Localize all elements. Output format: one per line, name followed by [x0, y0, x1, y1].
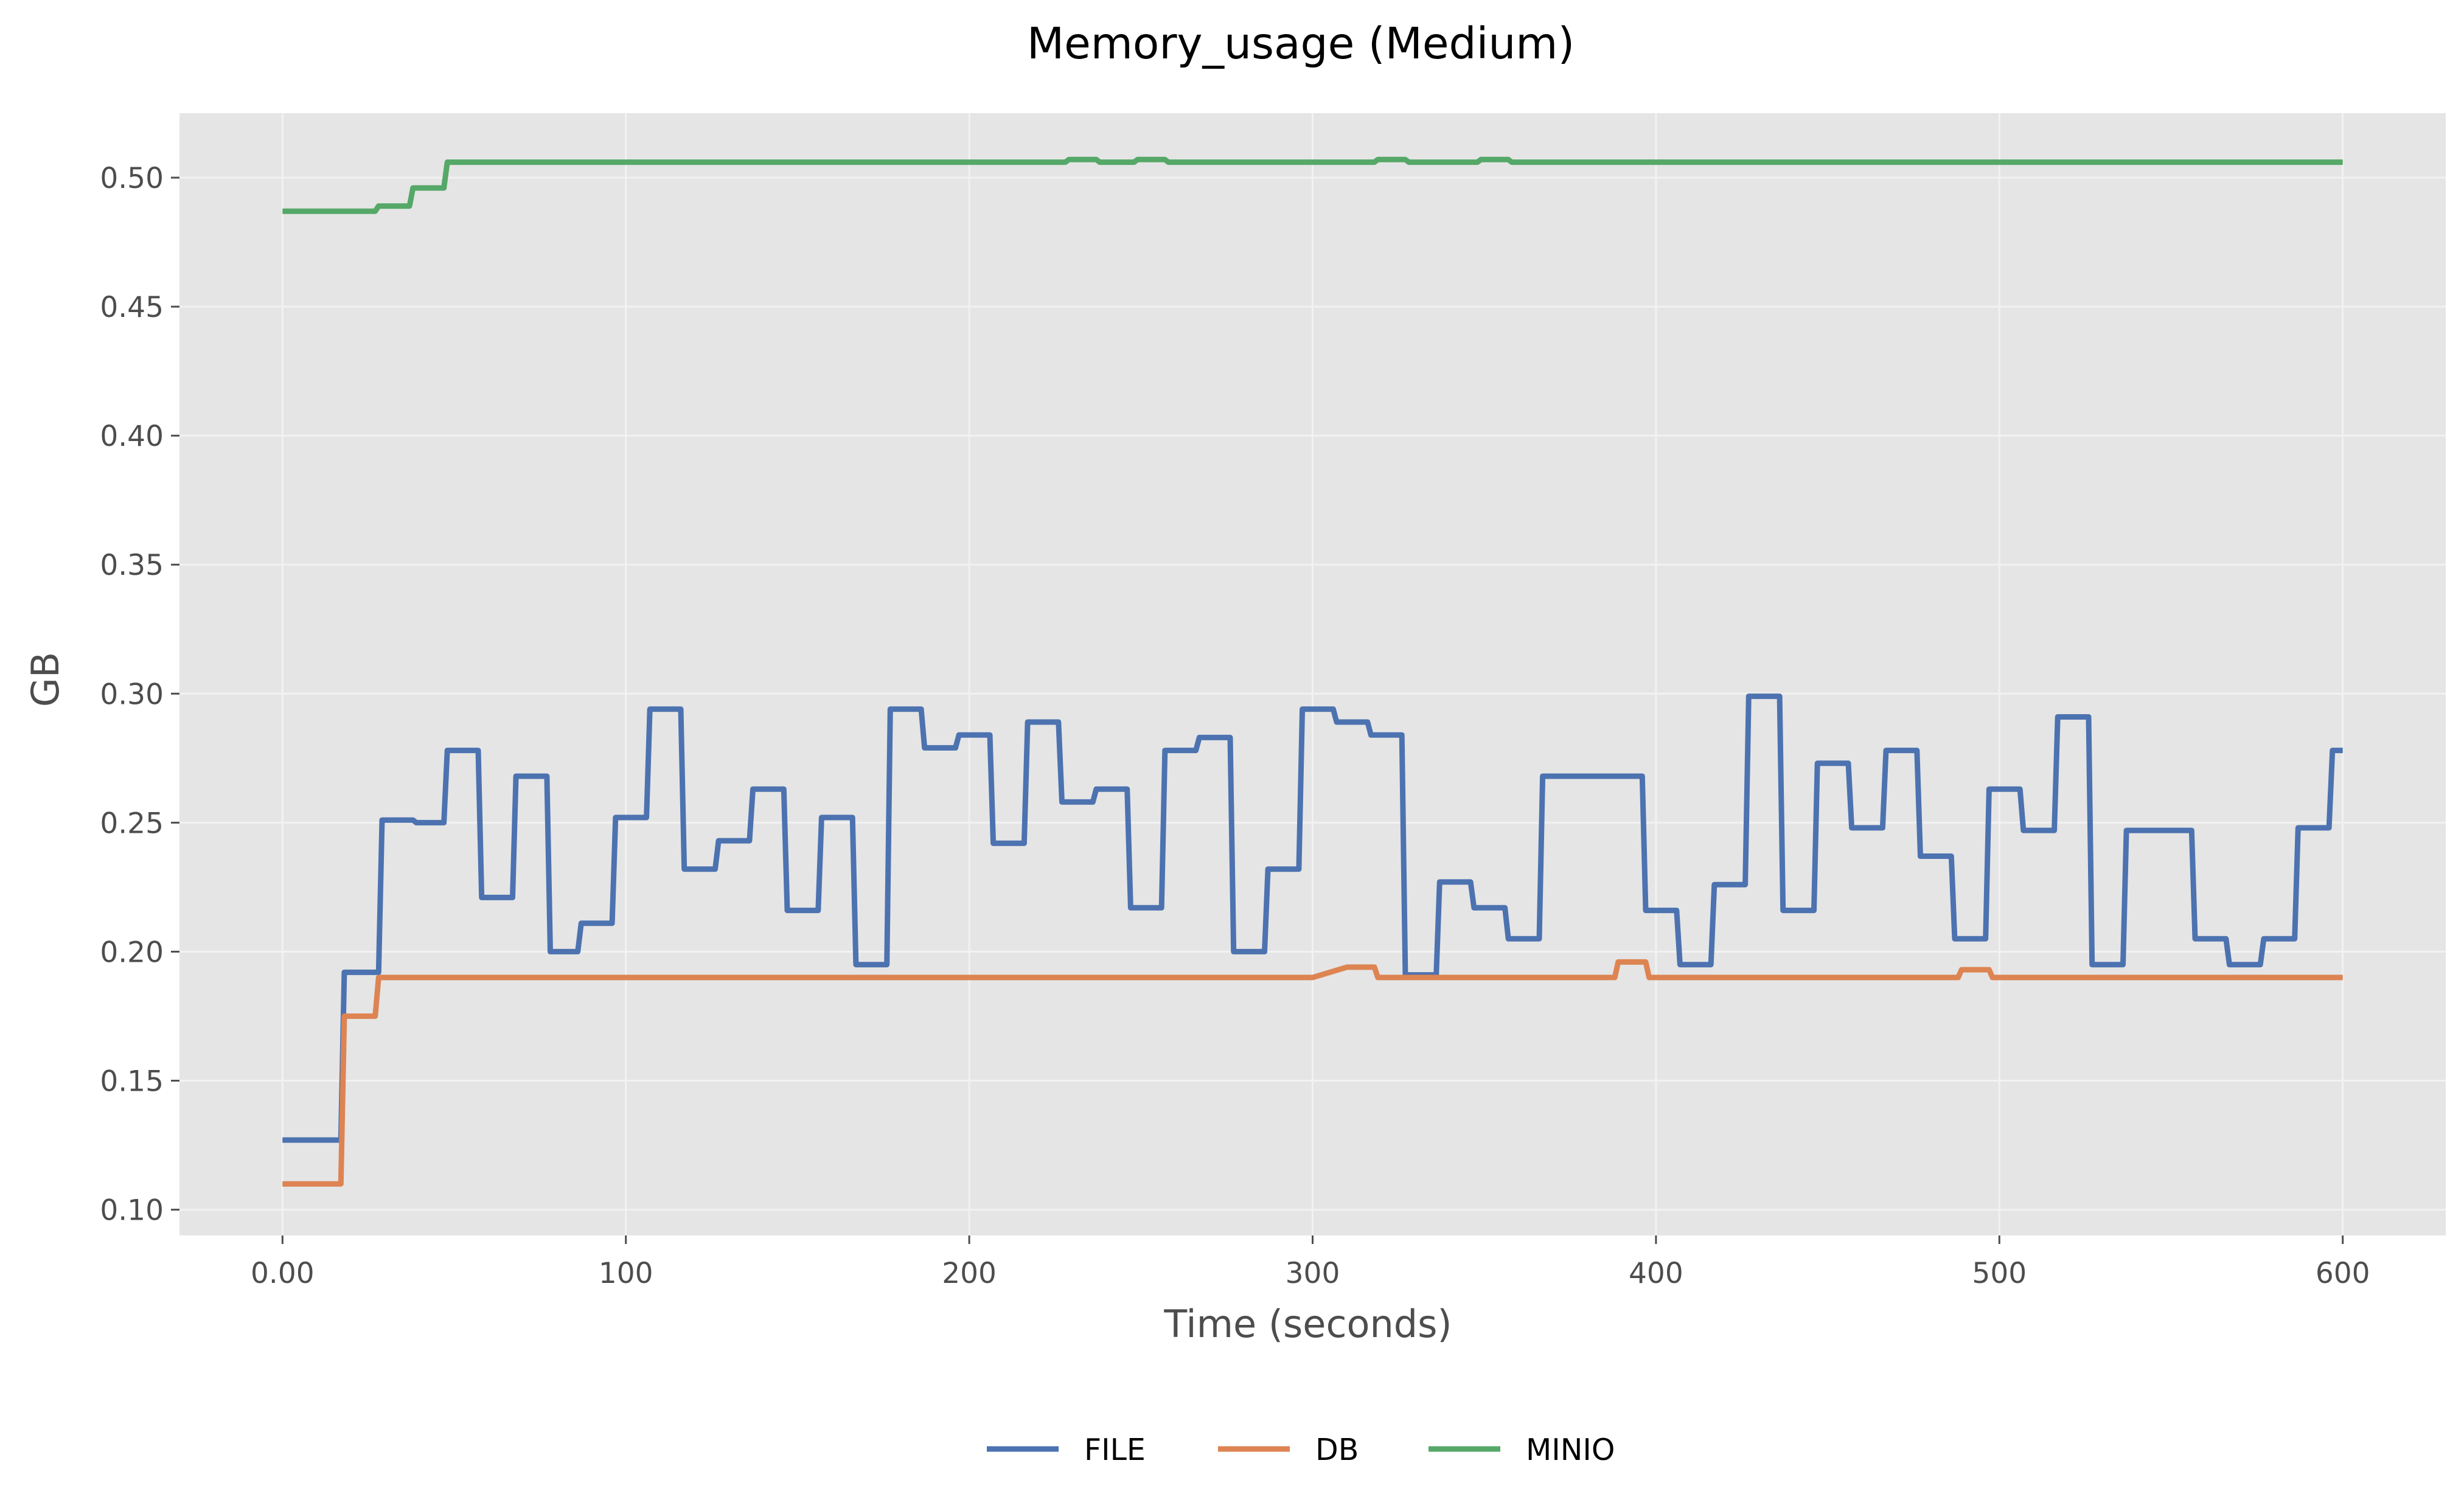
legend-label: FILE	[1084, 1433, 1146, 1467]
legend: FILE DB MINIO	[987, 1433, 1615, 1467]
y-tick-label: 0.50	[100, 162, 164, 195]
series-line-db	[282, 959, 2343, 1187]
y-tick-label: 0.40	[100, 420, 164, 453]
x-tick-label: 500	[1972, 1257, 2027, 1290]
y-axis-label: GB	[23, 652, 68, 707]
x-tick-label: 0.00	[251, 1257, 315, 1290]
x-tick-label: 400	[1629, 1257, 1683, 1290]
y-tick-label: 0.20	[100, 936, 164, 969]
legend-item-file: FILE	[987, 1433, 1146, 1467]
y-tick-label: 0.25	[100, 807, 164, 840]
legend-item-minio: MINIO	[1429, 1433, 1615, 1467]
series-lines	[282, 156, 2343, 1187]
series-line-minio	[282, 156, 2343, 214]
x-tick-label: 200	[942, 1257, 997, 1290]
y-tick-label: 0.45	[100, 291, 164, 324]
series-line-file	[282, 693, 2343, 1143]
grid-lines	[179, 113, 2446, 1235]
y-tick-label: 0.30	[100, 678, 164, 711]
x-tick-label: 300	[1286, 1257, 1340, 1290]
legend-item-db: DB	[1218, 1433, 1359, 1467]
y-tick-label: 0.15	[100, 1065, 164, 1099]
legend-label: DB	[1315, 1433, 1359, 1467]
chart-title: Memory_usage (Medium)	[1027, 18, 1575, 69]
x-tick-label: 600	[2316, 1257, 2370, 1290]
x-axis-label: Time (seconds)	[1163, 1302, 1452, 1346]
y-tick-label: 0.10	[100, 1194, 164, 1228]
y-tick-label: 0.35	[100, 549, 164, 582]
axis-ticks: 0.00 100 200 300 400 500 600 0.10 0.15 0.20 0.25 0.…	[100, 162, 2370, 1290]
legend-label: MINIO	[1526, 1433, 1615, 1467]
x-tick-label: 100	[599, 1257, 653, 1290]
